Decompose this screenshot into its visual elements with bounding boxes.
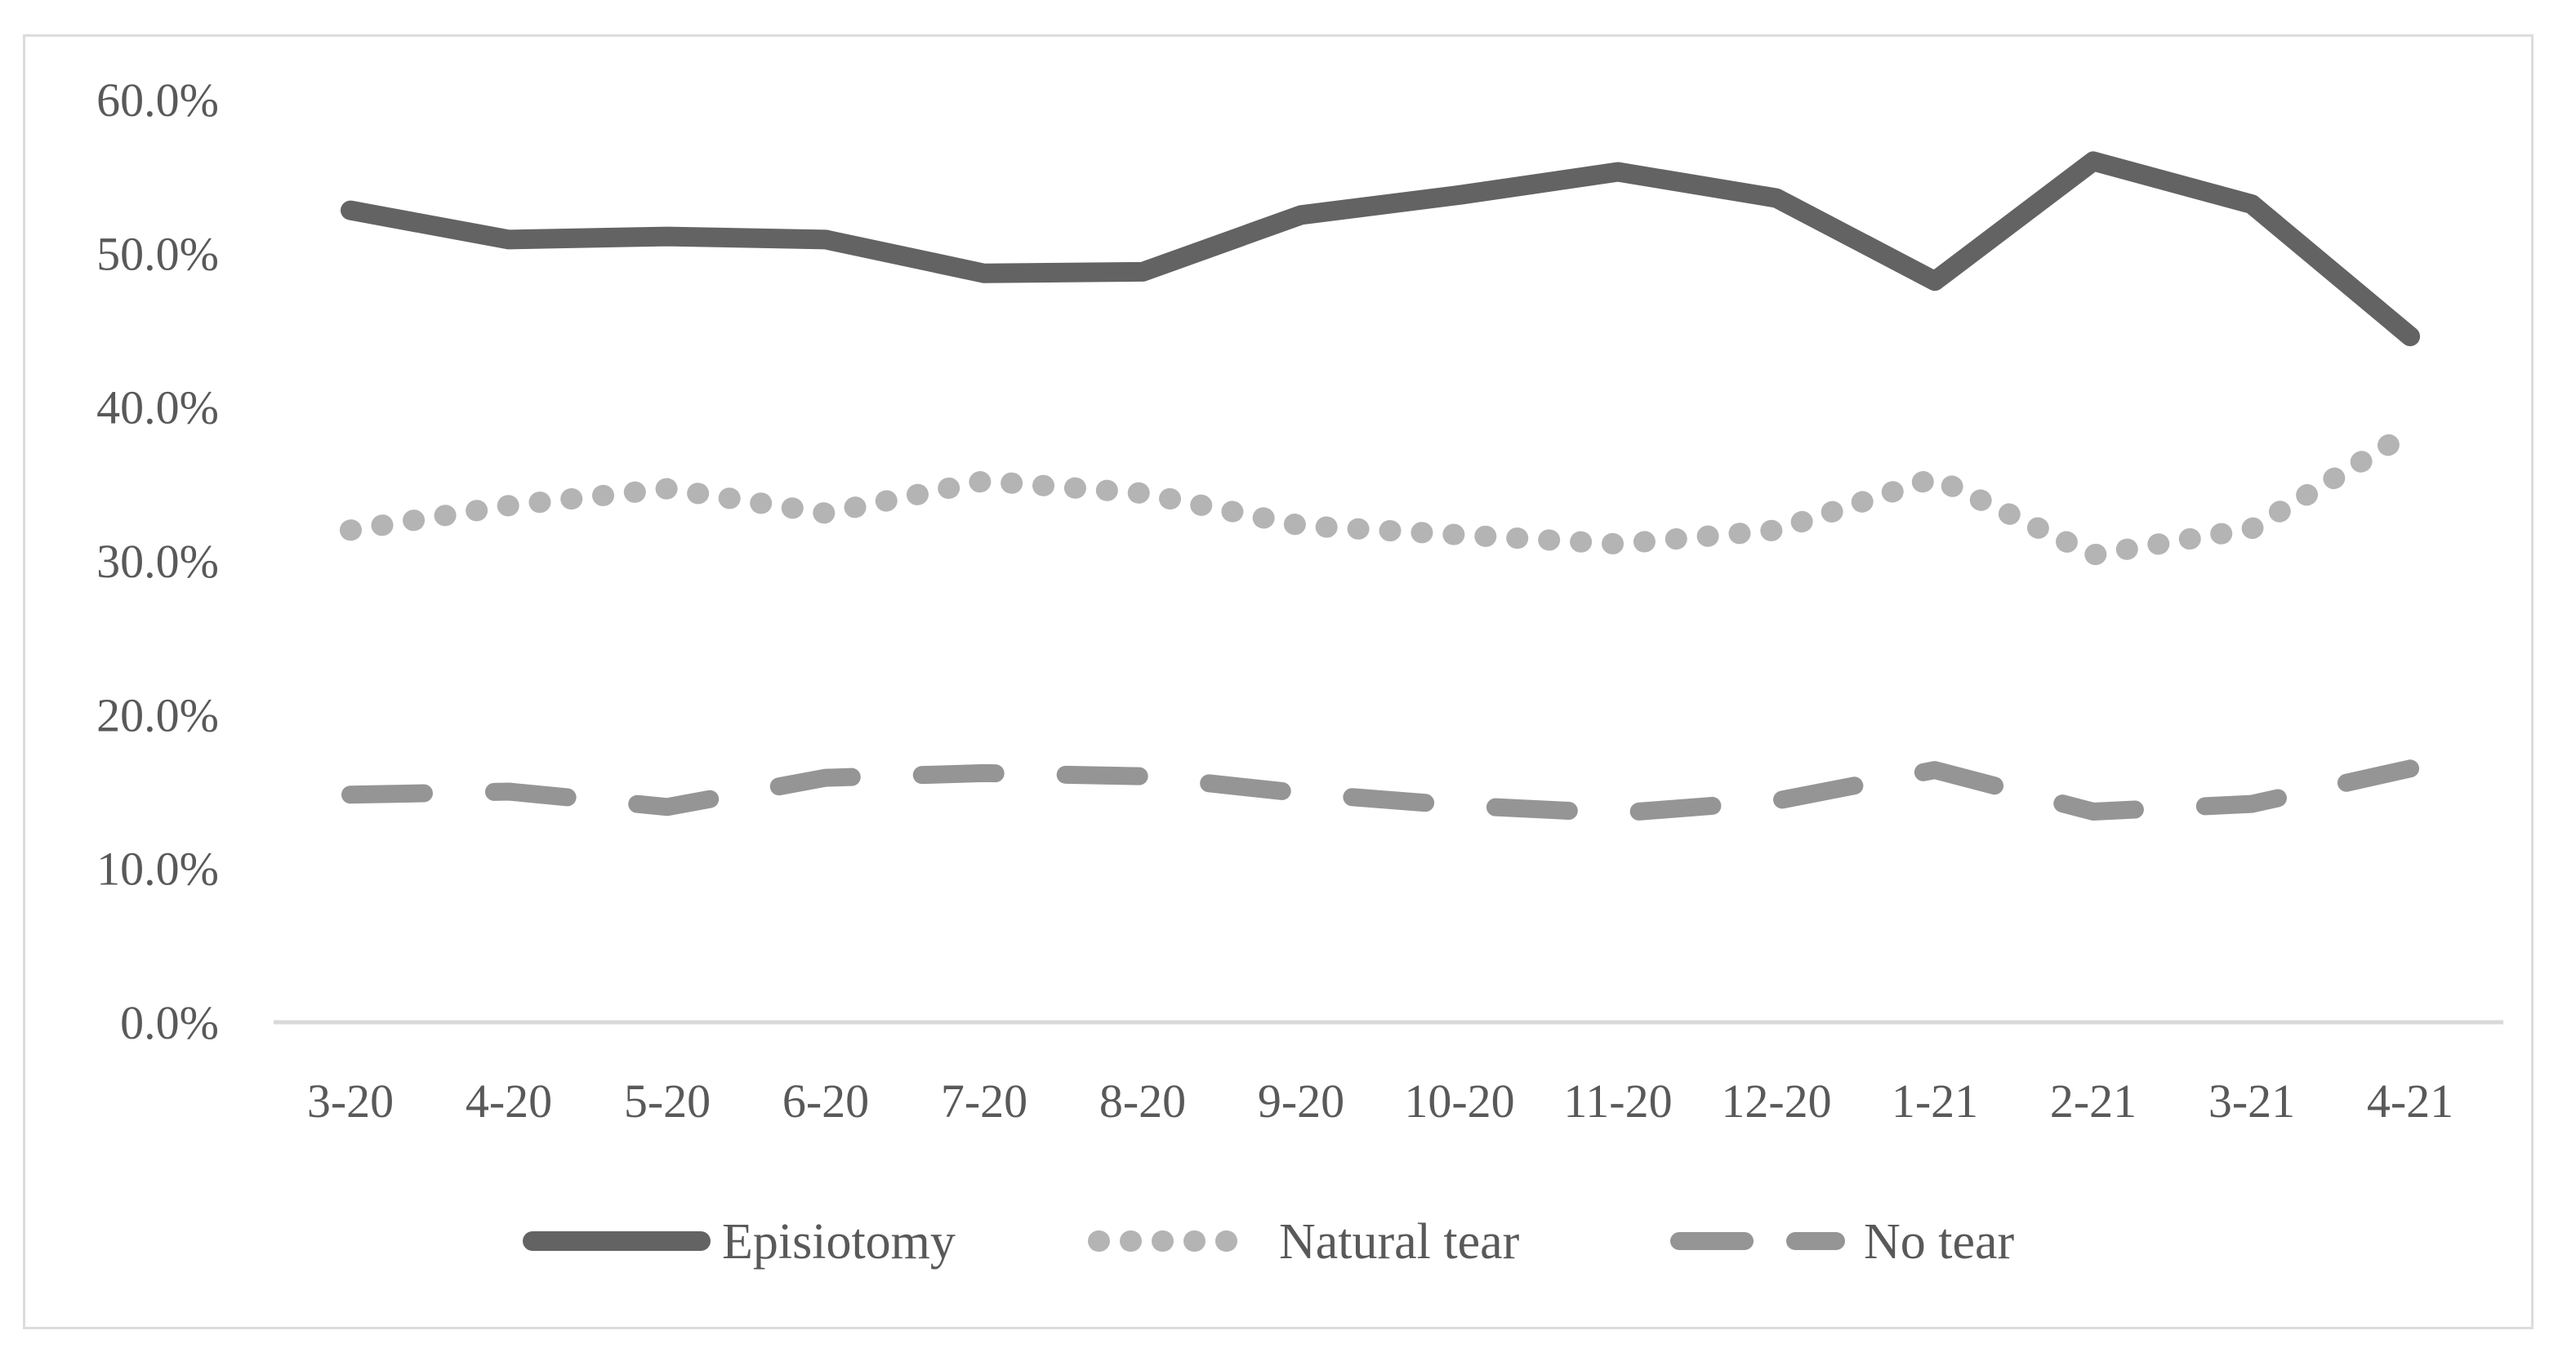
x-axis-tick-label: 11-20 xyxy=(1563,1075,1672,1128)
series-line-dotted xyxy=(340,420,2421,566)
y-axis-tick-label: 60.0% xyxy=(96,73,219,127)
x-axis-tick-label: 3-20 xyxy=(307,1075,394,1128)
y-axis-tick-label: 10.0% xyxy=(96,843,219,896)
legend-label: Natural tear xyxy=(1279,1214,1520,1270)
x-axis-tick-label: 3-21 xyxy=(2208,1075,2295,1128)
x-axis-tick-label: 6-20 xyxy=(782,1075,869,1128)
chart-frame xyxy=(23,34,2534,1329)
y-axis-tick-label: 50.0% xyxy=(96,227,219,280)
y-axis-tick-label: 30.0% xyxy=(96,535,219,588)
x-axis-tick-label: 5-20 xyxy=(624,1075,711,1128)
x-axis-tick-label: 10-20 xyxy=(1404,1075,1514,1128)
series-line-dashed xyxy=(341,759,2419,822)
y-axis-tick-label: 20.0% xyxy=(96,688,219,741)
y-axis-tick-label: 40.0% xyxy=(96,381,219,434)
x-axis-tick-label: 12-20 xyxy=(1721,1075,1831,1128)
x-axis-tick-label: 1-21 xyxy=(1892,1075,1978,1128)
x-axis-tick-label: 9-20 xyxy=(1258,1075,1344,1128)
legend-label: Episiotomy xyxy=(722,1214,956,1270)
x-axis-tick-label: 2-21 xyxy=(2050,1075,2137,1128)
x-axis-tick-label: 4-20 xyxy=(466,1075,552,1128)
series-line-solid xyxy=(341,151,2420,346)
x-axis-tick-label: 4-21 xyxy=(2367,1075,2453,1128)
x-axis-tick-label: 7-20 xyxy=(941,1075,1027,1128)
x-axis-tick-label: 8-20 xyxy=(1099,1075,1186,1128)
y-axis-tick-label: 0.0% xyxy=(120,996,219,1049)
legend-label: No tear xyxy=(1864,1214,2015,1270)
